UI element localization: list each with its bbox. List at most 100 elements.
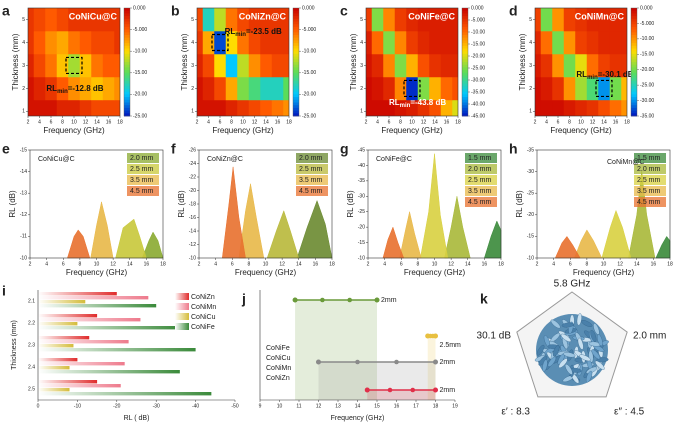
x-tick-label: 2 (534, 119, 537, 125)
heat-cell (214, 99, 227, 116)
y-axis-title: RL (dB) (177, 190, 186, 218)
heat-cell (114, 99, 120, 116)
heat-cell (429, 99, 442, 116)
legend-label: 3.5 mm (130, 177, 154, 184)
x-tick-label: 12 (448, 261, 454, 267)
colorbar-step (293, 18, 299, 22)
heat-cell (33, 76, 46, 101)
heat-cell (237, 76, 250, 101)
bar (38, 388, 70, 392)
heat-cell (394, 76, 407, 101)
y-tick-label: 5 (191, 17, 194, 23)
panel-label: e (2, 141, 10, 157)
x-tick-label: 4 (214, 261, 217, 267)
colorbar-step (462, 45, 468, 49)
heat-cell (68, 99, 81, 116)
heat-cell (33, 99, 46, 116)
colorbar-label: -15.00 (640, 52, 654, 58)
x-tick-label: 16 (613, 119, 619, 125)
colorbar-step (293, 21, 299, 25)
heat-cell (45, 53, 58, 78)
heat-cell (68, 53, 81, 78)
heat-cell (102, 53, 115, 78)
colorbar-step (462, 53, 468, 57)
annotation: RLmin=-30.1 dB (576, 70, 633, 80)
heat-cell (609, 8, 622, 32)
area (382, 226, 405, 259)
metric-label: 30.1 dB (477, 331, 512, 342)
heat-cell (56, 76, 69, 101)
heat-cell (28, 99, 35, 116)
colorbar-step (293, 94, 299, 98)
legend-label: CoNiCu (191, 314, 216, 321)
colorbar-step (462, 62, 468, 66)
range-start (364, 387, 370, 393)
heat-cell (535, 99, 542, 116)
bar (38, 336, 90, 340)
legend-swatch (465, 186, 497, 196)
heat-cell (440, 99, 453, 116)
legend-swatch (175, 313, 189, 320)
bar (38, 370, 180, 374)
colorbar-step (124, 40, 130, 44)
heat-cell (214, 30, 227, 55)
range-dot (410, 387, 416, 393)
colorbar-step (124, 107, 130, 111)
x-axis-title: Frequency (GHz) (381, 126, 443, 135)
x-axis-title: Frequency (GHz) (43, 126, 105, 135)
bar (38, 348, 196, 352)
heat-cell (540, 99, 553, 116)
x-axis-title: Frequency (GHz) (573, 268, 635, 277)
panel-label: d (509, 3, 518, 19)
legend-swatch (634, 186, 666, 196)
heat-cell (237, 8, 250, 32)
heat-cell (114, 8, 120, 32)
x-tick-label: 4 (38, 119, 41, 125)
colorbar-step (631, 37, 637, 41)
heat-cell (248, 30, 261, 55)
x-tick-label: 4 (45, 261, 48, 267)
heatmap (535, 8, 627, 116)
nanosheet (563, 352, 576, 358)
colorbar-step (124, 72, 130, 76)
heat-cell (552, 76, 565, 101)
legend-swatch (465, 197, 497, 207)
panel-label: b (171, 3, 180, 19)
heat-cell (575, 99, 588, 116)
y-axis-title: RL (dB) (515, 190, 524, 218)
annotation-part: RL (389, 98, 400, 107)
legend-swatch (634, 197, 666, 207)
colorbar-label: -5.000 (471, 17, 485, 23)
legend-swatch (634, 164, 666, 174)
colorbar-step (293, 29, 299, 33)
bar (38, 304, 157, 308)
heat-cell (540, 8, 553, 32)
colorbar-step (293, 110, 299, 114)
heat-cell (68, 8, 81, 32)
legend-swatch (127, 186, 159, 196)
heat-cell (383, 53, 396, 78)
y-tick-label: -12 (20, 212, 27, 218)
heat-cell (260, 99, 273, 116)
panel-label: k (480, 291, 488, 307)
y-tick-label: -40 (358, 163, 365, 169)
heat-cell (248, 53, 261, 78)
heat-cell (197, 30, 204, 55)
metric-label: ε′ : 8.3 (501, 407, 530, 418)
panel-label: h (509, 141, 518, 157)
colorbar-label: 0.000 (302, 5, 315, 11)
colorbar-step (631, 51, 637, 55)
heat-cell (586, 30, 599, 55)
y-tick-label: -18 (189, 201, 196, 207)
colorbar-label: -5.000 (302, 27, 316, 33)
heat-cell (552, 99, 565, 116)
heat-cell (621, 30, 627, 55)
heat-cell (237, 53, 250, 78)
colorbar-label: -25.00 (640, 82, 654, 88)
colorbar-step (462, 10, 468, 14)
colorbar-step (631, 10, 637, 14)
y-tick-label: 2 (360, 86, 363, 92)
colorbar-step (462, 75, 468, 79)
y-tick-label: 3 (529, 63, 532, 69)
annotation: RLmin=-43.8 dB (389, 98, 446, 108)
